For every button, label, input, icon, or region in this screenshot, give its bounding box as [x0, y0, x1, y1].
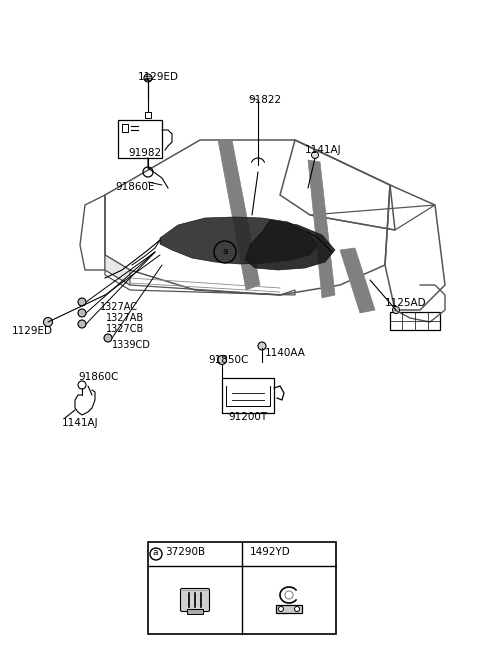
Text: 91860E: 91860E — [115, 182, 155, 192]
Text: 1339CD: 1339CD — [112, 340, 151, 350]
Bar — [148, 542, 336, 634]
Bar — [222, 378, 274, 413]
Text: 1141AJ: 1141AJ — [305, 145, 342, 155]
Text: 1129ED: 1129ED — [12, 326, 53, 336]
Circle shape — [312, 151, 319, 159]
Circle shape — [78, 320, 86, 328]
Text: 91850C: 91850C — [208, 355, 248, 365]
Text: 91200T: 91200T — [228, 412, 267, 422]
Circle shape — [144, 74, 152, 82]
Text: 91822: 91822 — [248, 95, 281, 105]
Bar — [118, 120, 162, 158]
Text: a: a — [153, 548, 158, 557]
Polygon shape — [105, 255, 130, 285]
Text: 1327AC: 1327AC — [100, 302, 138, 312]
Circle shape — [104, 334, 112, 342]
Text: 91982: 91982 — [128, 148, 161, 158]
Polygon shape — [218, 140, 260, 290]
Circle shape — [393, 307, 399, 314]
Circle shape — [217, 356, 227, 364]
Circle shape — [78, 309, 86, 317]
Text: 37290B: 37290B — [165, 547, 205, 557]
Polygon shape — [245, 220, 335, 270]
Circle shape — [278, 607, 284, 612]
Bar — [276, 605, 302, 613]
Circle shape — [78, 298, 86, 306]
Text: 1125AD: 1125AD — [385, 298, 427, 308]
Text: a: a — [222, 248, 228, 257]
Circle shape — [295, 607, 300, 612]
Polygon shape — [340, 248, 375, 313]
Text: 1327CB: 1327CB — [106, 324, 144, 334]
Text: 1129ED: 1129ED — [138, 72, 179, 82]
Polygon shape — [308, 160, 335, 298]
Text: 1327AB: 1327AB — [106, 313, 144, 323]
Text: 1141AJ: 1141AJ — [62, 418, 98, 428]
Bar — [390, 312, 440, 330]
Polygon shape — [160, 217, 318, 264]
Text: 1140AA: 1140AA — [265, 348, 306, 358]
Bar — [187, 609, 203, 614]
FancyBboxPatch shape — [180, 588, 209, 612]
Text: 91860C: 91860C — [78, 372, 119, 382]
Text: 1492YD: 1492YD — [250, 547, 291, 557]
Circle shape — [44, 318, 52, 326]
Circle shape — [258, 342, 266, 350]
